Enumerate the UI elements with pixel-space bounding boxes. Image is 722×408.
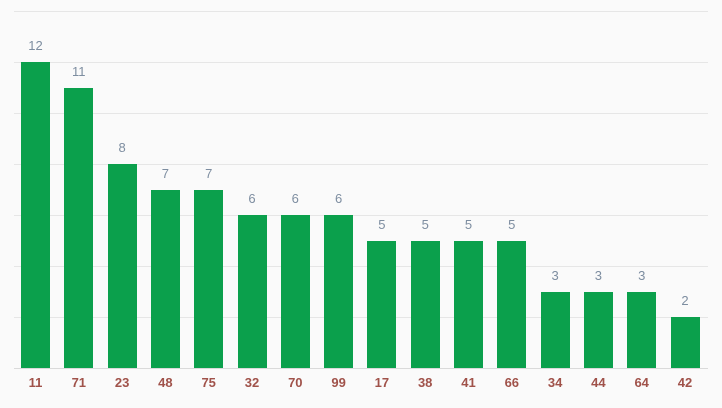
bar-value-label: 6 bbox=[334, 191, 343, 206]
gridline bbox=[14, 11, 708, 12]
bar[interactable] bbox=[280, 215, 310, 368]
x-axis-label: 75 bbox=[201, 375, 216, 390]
x-axis-label: 23 bbox=[114, 375, 130, 390]
bar[interactable] bbox=[627, 291, 657, 368]
bar[interactable] bbox=[497, 240, 527, 368]
bar[interactable] bbox=[410, 240, 440, 368]
gridline bbox=[14, 317, 708, 318]
x-axis-label: 66 bbox=[504, 375, 520, 390]
x-axis-label: 99 bbox=[331, 375, 346, 390]
x-axis-label: 42 bbox=[677, 375, 693, 390]
x-axis-label: 64 bbox=[634, 375, 649, 390]
bar-value-label: 8 bbox=[118, 140, 126, 155]
bar[interactable] bbox=[107, 164, 137, 368]
bar-value-label: 5 bbox=[378, 216, 386, 232]
x-axis-label: 41 bbox=[461, 375, 476, 390]
bar[interactable] bbox=[64, 87, 94, 368]
bar[interactable] bbox=[237, 215, 267, 368]
bar[interactable] bbox=[454, 240, 483, 368]
gridline bbox=[14, 62, 708, 63]
bar-value-label: 3 bbox=[638, 267, 646, 283]
x-axis-label: 17 bbox=[374, 375, 390, 390]
x-axis-label: 32 bbox=[244, 375, 260, 390]
bar-value-label: 5 bbox=[464, 216, 473, 232]
gridline bbox=[14, 113, 708, 114]
bar[interactable] bbox=[194, 189, 224, 368]
gridline bbox=[14, 266, 708, 267]
bar[interactable] bbox=[21, 62, 50, 368]
x-axis-label: 11 bbox=[28, 375, 43, 390]
bar[interactable] bbox=[583, 291, 613, 368]
bar[interactable] bbox=[670, 317, 700, 368]
bar-value-label: 6 bbox=[291, 191, 299, 206]
x-axis-label: 44 bbox=[591, 375, 606, 390]
bar-value-label: 5 bbox=[508, 216, 516, 232]
x-axis-label: 71 bbox=[71, 375, 87, 390]
bar[interactable] bbox=[367, 240, 397, 368]
gridline bbox=[14, 164, 708, 165]
bar-value-label: 11 bbox=[72, 63, 86, 79]
bar[interactable] bbox=[324, 215, 354, 368]
bar[interactable] bbox=[540, 291, 570, 368]
x-axis-label: 34 bbox=[547, 375, 563, 390]
bar-value-label: 7 bbox=[161, 165, 169, 181]
bar-value-label: 3 bbox=[594, 267, 602, 283]
bar-value-label: 7 bbox=[205, 165, 213, 181]
x-axis-line bbox=[14, 368, 708, 369]
bar-value-label: 12 bbox=[28, 38, 43, 53]
bar[interactable] bbox=[150, 189, 180, 368]
bar-value-label: 5 bbox=[421, 216, 429, 232]
x-axis-label: 48 bbox=[158, 375, 173, 390]
bar-value-label: 6 bbox=[248, 191, 256, 206]
x-axis-label: 70 bbox=[288, 375, 303, 390]
bar-value-label: 2 bbox=[681, 293, 689, 308]
bar-value-label: 3 bbox=[551, 267, 559, 283]
gridline bbox=[14, 215, 708, 216]
x-axis-label: 38 bbox=[417, 375, 433, 390]
